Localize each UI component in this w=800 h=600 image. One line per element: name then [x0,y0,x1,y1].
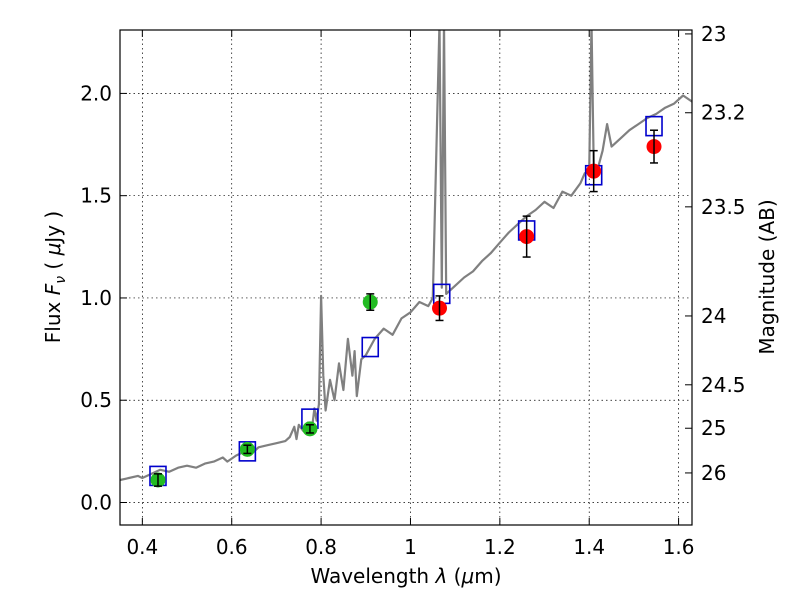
y2-axis-title: Magnitude (AB) [755,199,779,354]
x-tick-label: 1.2 [484,535,516,559]
x-tick-label: 1.6 [663,535,695,559]
y-tick-label: 2.0 [80,81,112,105]
y2-tick-label: 23.5 [701,195,746,219]
tick-layer: 0.4 0.6 0.8 1 1.2 1.4 1.6 0.0 0.5 1.0 1.5 2.0 23 23.2… [80,22,745,559]
spectrum-line [120,30,692,482]
marker-layer [149,115,663,488]
y2-tick-label: 26 [701,461,726,485]
y-tick-label: 1.0 [80,286,112,310]
x-tick-label: 1.4 [573,535,605,559]
y2-tick-label: 24 [701,304,726,328]
y-tick-label: 1.5 [80,184,112,208]
y-tick-label: 0.5 [80,388,112,412]
model-band-square [361,336,380,358]
y2-tick-label: 24.5 [701,373,746,397]
spectrum-layer [120,30,692,482]
x-tick-label: 0.8 [305,535,337,559]
x-tick-label: 0.4 [126,535,158,559]
x-tick-label: 1 [404,535,417,559]
y2-tick-label: 23.2 [701,101,746,125]
x-axis-title: Wavelength λ (μm) [310,564,501,588]
y-axis-title: Flux Fν ( μJy ) [41,211,69,343]
y2-tick-label: 23 [701,22,726,46]
y2-tick-label: 25 [701,416,726,440]
y-tick-label: 0.0 [80,491,112,515]
plot-frame [119,29,693,526]
grid [120,30,692,525]
x-tick-label: 0.6 [216,535,248,559]
